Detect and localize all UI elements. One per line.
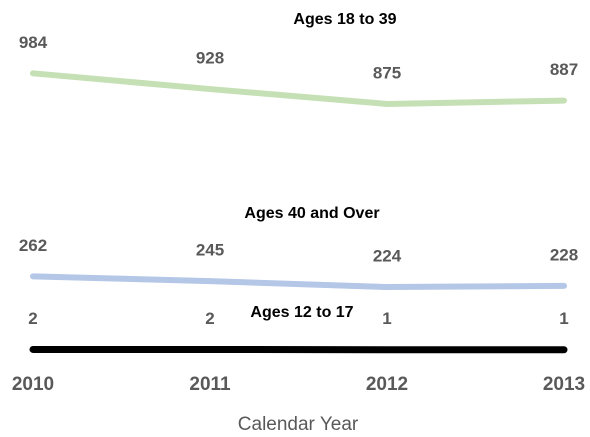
series-label: Ages 40 and Over xyxy=(244,205,379,222)
x-tick-label: 2010 xyxy=(12,374,54,395)
data-label: 984 xyxy=(19,33,48,52)
series-label: Ages 18 to 39 xyxy=(293,11,396,28)
x-tick-label: 2013 xyxy=(543,374,585,395)
series-label: Ages 12 to 17 xyxy=(250,304,353,321)
data-label: 887 xyxy=(550,60,578,79)
data-label: 1 xyxy=(559,309,568,328)
data-label: 224 xyxy=(373,246,402,265)
data-label: 228 xyxy=(550,245,578,264)
line xyxy=(30,273,567,291)
x-tick-label: 2012 xyxy=(366,374,408,395)
data-label: 875 xyxy=(373,63,401,82)
x-tick-label: 2011 xyxy=(189,374,231,395)
data-label: 245 xyxy=(196,241,224,260)
data-label: 262 xyxy=(19,236,47,255)
data-label: 2 xyxy=(205,309,214,328)
data-label: 1 xyxy=(382,309,391,328)
line xyxy=(30,70,567,107)
data-label: 928 xyxy=(196,49,224,68)
data-label: 2 xyxy=(28,309,37,328)
x-axis-label: Calendar Year xyxy=(238,414,359,435)
